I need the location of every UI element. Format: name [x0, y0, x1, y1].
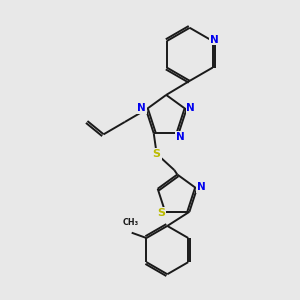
Text: CH₃: CH₃ — [122, 218, 138, 227]
Text: N: N — [197, 182, 206, 192]
Text: S: S — [157, 208, 165, 218]
Text: N: N — [186, 103, 195, 113]
Text: N: N — [176, 132, 184, 142]
Text: N: N — [137, 103, 146, 113]
Text: S: S — [153, 149, 161, 159]
Text: N: N — [210, 34, 218, 45]
